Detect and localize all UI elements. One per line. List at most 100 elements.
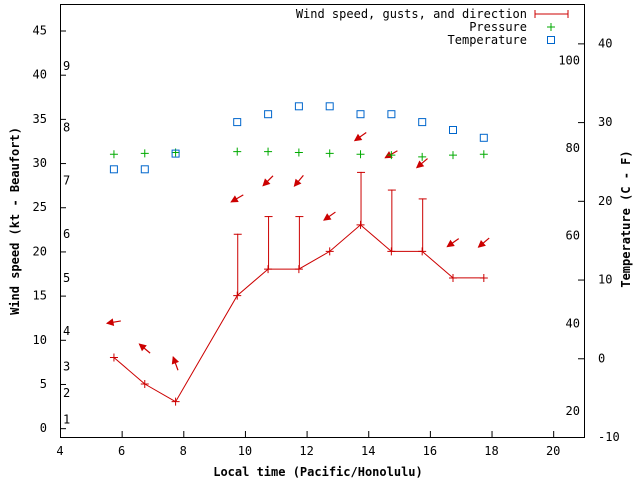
x-tick-label-10: 10	[238, 444, 252, 458]
wind-arrow-head-2	[171, 356, 180, 365]
wind-direction-arrow-3	[230, 194, 244, 203]
wind-speed-point-7	[356, 220, 365, 229]
y-axis-title: Wind speed (kt - Beaufort)	[8, 127, 22, 315]
beaufort-label-9: 9	[63, 59, 70, 73]
wind-arrow-head-9	[415, 160, 425, 169]
wind-arrow-head-3	[230, 195, 239, 203]
pressure-point-9	[418, 152, 427, 161]
temperature-point-1	[140, 165, 149, 174]
wind-speed-point-11	[479, 273, 488, 282]
fahrenheit-label-60: 60	[566, 228, 580, 242]
y-tick-label-30: 30	[33, 156, 47, 170]
wind-direction-arrow-0	[105, 318, 121, 327]
wind-arrow-head-4	[262, 178, 271, 187]
y-tick-label-35: 35	[33, 112, 47, 126]
y-tick-label-0: 0	[40, 421, 47, 435]
fahrenheit-label-20: 20	[566, 404, 580, 418]
legend-label-wind: Wind speed, gusts, and direction	[296, 7, 527, 21]
legend-swatch-pressure	[547, 23, 555, 31]
y-tick-label-10: 10	[33, 333, 47, 347]
fahrenheit-label-100: 100	[558, 54, 580, 68]
wind-direction-arrow-1	[138, 343, 151, 354]
y-tick-label-20: 20	[33, 244, 47, 258]
wind-speed-point-8	[387, 247, 396, 256]
y-tick-label-40: 40	[33, 68, 47, 82]
pressure-point-5	[294, 148, 303, 157]
wind-speed-point-10	[449, 273, 457, 282]
y2-tick-label--10: -10	[598, 430, 620, 444]
wind-direction-arrow-11	[477, 237, 490, 248]
x-tick-label-20: 20	[546, 444, 560, 458]
axis-ticks: 4 6 8 10 12 14 16 18 200510152025303540451234567…	[33, 24, 620, 458]
wind-direction-arrow-10	[446, 238, 460, 248]
legend-swatch-wind	[534, 10, 569, 18]
wind-direction-arrow-7	[353, 132, 367, 142]
x-axis-title: Local time (Pacific/Honolulu)	[213, 465, 423, 479]
x-tick-label-12: 12	[299, 444, 313, 458]
fahrenheit-label-80: 80	[566, 141, 580, 155]
wind-speed-point-1	[140, 379, 149, 388]
beaufort-label-2: 2	[63, 386, 70, 400]
legend: Wind speed, gusts, and direction Pressur…	[296, 7, 569, 47]
beaufort-label-3: 3	[63, 359, 70, 373]
pressure-point-4	[264, 147, 273, 156]
wind-speed-point-4	[264, 265, 273, 274]
plot-frame	[60, 4, 585, 438]
pressure-point-6	[325, 149, 334, 158]
beaufort-label-6: 6	[63, 227, 70, 241]
pressure-point-8	[387, 151, 396, 160]
wind-arrow-head-6	[323, 213, 332, 221]
temperature-point-11	[479, 133, 488, 142]
temperature-point-7	[356, 110, 365, 119]
temperature-point-10	[449, 126, 457, 134]
wind-arrow-head-5	[293, 178, 302, 187]
beaufort-label-5: 5	[63, 271, 70, 285]
x-tick-label-16: 16	[423, 444, 437, 458]
pressure-point-1	[140, 149, 149, 158]
wind-direction-arrow-6	[323, 211, 336, 221]
pressure-point-0	[109, 150, 118, 159]
y-tick-label-45: 45	[33, 24, 47, 38]
beaufort-label-8: 8	[63, 121, 70, 135]
wind-direction-arrow-5	[293, 174, 304, 187]
wind-speed-point-5	[294, 265, 303, 274]
beaufort-label-7: 7	[63, 174, 70, 188]
beaufort-label-4: 4	[63, 324, 70, 338]
temperature-point-8	[387, 110, 396, 119]
y2-axis-title: Temperature (C - F)	[619, 150, 633, 287]
temperature-point-6	[325, 102, 334, 111]
x-tick-label-18: 18	[484, 444, 498, 458]
wind-speed-point-6	[325, 247, 334, 256]
pressure-point-3	[233, 147, 242, 156]
wind-direction-arrow-2	[171, 356, 180, 371]
y-tick-label-5: 5	[40, 377, 47, 391]
legend-swatch-temperature	[547, 36, 555, 44]
pressure-point-11	[479, 150, 488, 159]
wind-speed-point-2	[171, 397, 180, 406]
pressure-point-10	[449, 151, 457, 160]
temperature-point-0	[109, 165, 118, 174]
wind-arrow-head-7	[353, 133, 363, 142]
y2-tick-label-20: 20	[598, 194, 612, 208]
wind-arrow-head-11	[477, 239, 486, 248]
x-tick-label-8: 8	[180, 444, 187, 458]
x-tick-label-6: 6	[118, 444, 125, 458]
wind-arrow-head-10	[446, 239, 455, 248]
y2-tick-label-0: 0	[598, 351, 605, 365]
x-tick-label-4: 4	[56, 444, 63, 458]
legend-label-temperature: Temperature	[448, 33, 527, 47]
wind-speed-point-3	[233, 291, 242, 300]
plot-border	[60, 4, 585, 438]
wind-arrow-head-1	[138, 343, 147, 352]
wind-speed-point-9	[418, 247, 427, 256]
wind-direction-arrow-9	[415, 158, 428, 169]
fahrenheit-label-40: 40	[566, 317, 580, 331]
temperature-point-4	[264, 110, 273, 119]
y2-tick-label-30: 30	[598, 115, 612, 129]
y2-tick-label-40: 40	[598, 36, 612, 50]
y2-tick-label-10: 10	[598, 273, 612, 287]
wind-direction-arrow-4	[262, 175, 274, 187]
temperature-point-3	[233, 118, 242, 127]
